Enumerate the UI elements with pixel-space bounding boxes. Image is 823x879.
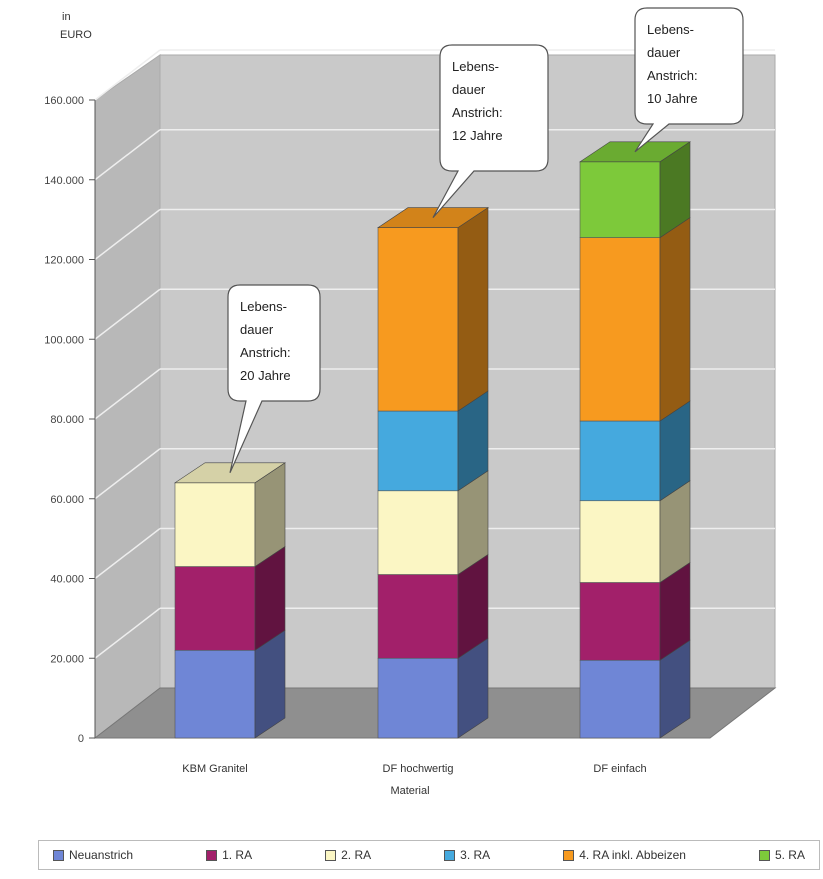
bar-segment-front	[579, 420, 661, 502]
y-tick-label: 0	[78, 733, 84, 745]
callout-text-line: Lebens-	[452, 59, 499, 74]
bar-segment-front	[579, 237, 661, 422]
callout-text-line: Lebens-	[647, 22, 694, 37]
bar-segment-front	[579, 582, 661, 661]
y-tick-label: 20.000	[50, 653, 84, 665]
bar-segment	[377, 637, 489, 739]
callout-bubble	[227, 284, 321, 474]
legend-label: 4. RA inkl. Abbeizen	[579, 848, 686, 862]
callout-text-line: Lebens-	[240, 299, 287, 314]
legend-swatch	[53, 849, 64, 861]
bar-segment-front	[579, 161, 661, 238]
bar-segment	[174, 545, 286, 651]
legend-swatch	[563, 849, 575, 861]
legend-label: 1. RA	[222, 848, 253, 862]
bar-segment-front	[174, 649, 256, 739]
callout-bubble	[634, 7, 744, 153]
callout-text-line: 20 Jahre	[240, 368, 291, 383]
legend: Neuanstrich 1. RA 2. RA 3. RA 4. RA inkl. Ab…	[38, 840, 820, 870]
bar-segment-side	[457, 207, 489, 412]
y-tick-label: 40.000	[50, 574, 84, 586]
bar-segment-side	[659, 217, 691, 422]
bar-segment-front	[377, 657, 459, 739]
category-label: DF hochwertig	[383, 763, 454, 775]
legend-label: 2. RA	[341, 848, 372, 862]
callout-text-line: Anstrich:	[647, 68, 698, 83]
y-tick-label: 100.000	[44, 334, 84, 346]
legend-swatch	[444, 849, 456, 861]
y-tick-labels: 0 20.000 40.000 60.000 80.000 100.000 120.000 1…	[44, 95, 95, 745]
category-label: KBM Granitel	[182, 763, 247, 775]
bars	[174, 141, 691, 739]
bar-segment-front	[377, 227, 459, 412]
legend-swatch	[758, 849, 770, 861]
callout-bubble	[432, 44, 549, 218]
bar-segment-front	[174, 566, 256, 651]
bar-segment	[579, 480, 691, 584]
callout-text-line: dauer	[240, 322, 274, 337]
callout-text-line: dauer	[647, 45, 681, 60]
category-label: DF einfach	[593, 763, 646, 775]
bar-segment-front	[174, 482, 256, 567]
x-axis-label: Material	[390, 785, 429, 797]
grid-line-side	[94, 49, 161, 101]
bar-segment-front	[579, 500, 661, 583]
legend-label: 3. RA	[460, 848, 491, 862]
legend-item: 5. RA	[758, 848, 805, 862]
legend-item: 3. RA	[444, 848, 490, 862]
bar-segment	[579, 400, 691, 502]
y-axis-label-line2: EURO	[60, 29, 92, 41]
grid-line-side	[94, 129, 161, 181]
y-axis-label-line1: in	[62, 11, 71, 23]
callout-text-line: dauer	[452, 82, 486, 97]
legend-swatch	[206, 849, 218, 861]
bar-segment	[377, 470, 489, 576]
lifetime-callout: Lebens-dauer Anstrich: 12 Jahre	[432, 44, 549, 218]
grid-line-side	[94, 607, 161, 659]
bar-segment-front	[377, 490, 459, 575]
category-labels: KBM Granitel DF hochwertig DF einfach	[182, 763, 646, 775]
grid-line-side	[94, 527, 161, 580]
legend-label: 5. RA	[774, 848, 805, 862]
legend-label: Neuanstrich	[69, 848, 134, 862]
bar-segment-front	[579, 659, 661, 739]
legend-item: 1. RA	[206, 848, 252, 862]
callout-text-line: 10 Jahre	[647, 91, 698, 106]
y-tick-label: 80.000	[50, 414, 84, 426]
chart-side-wall	[94, 54, 161, 740]
bar-segment	[174, 462, 286, 568]
bar-segment	[579, 561, 691, 661]
bar-segment	[579, 141, 691, 239]
callout-text-line: Anstrich:	[240, 345, 291, 360]
callout-text-line: 12 Jahre	[452, 128, 503, 143]
callout-text-line: Anstrich:	[452, 105, 503, 120]
lifetime-callout: Lebens-dauer Anstrich: 10 Jahre	[634, 7, 744, 153]
legend-item: Neuanstrich	[53, 848, 133, 862]
bar-segment-front	[377, 410, 459, 492]
bar-segment	[377, 390, 489, 492]
grid-line-side	[94, 448, 161, 500]
bar-segment	[579, 217, 691, 422]
legend-item: 2. RA	[325, 848, 371, 862]
bar-segment-front	[377, 574, 459, 659]
bar-segment	[377, 207, 489, 412]
legend-swatch	[325, 849, 337, 861]
bar-segment	[377, 553, 489, 659]
grid-line-side	[94, 288, 161, 340]
y-tick-label: 60.000	[50, 494, 84, 506]
y-tick-label: 160.000	[44, 95, 84, 107]
lifetime-callout: Lebens-dauer Anstrich: 20 Jahre	[227, 284, 321, 474]
y-tick-label: 140.000	[44, 175, 84, 187]
y-tick-label: 120.000	[44, 255, 84, 267]
bar-segment	[579, 639, 691, 739]
grid-line-side	[94, 368, 161, 420]
grid-line-side	[94, 208, 161, 261]
legend-item: 4. RA inkl. Abbeizen	[563, 848, 686, 862]
